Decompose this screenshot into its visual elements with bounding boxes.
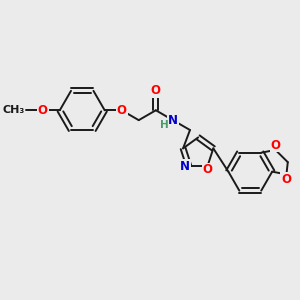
Text: O: O <box>202 164 212 176</box>
Text: O: O <box>38 104 48 117</box>
Text: O: O <box>117 104 127 117</box>
Text: O: O <box>151 84 161 97</box>
Text: H: H <box>160 120 169 130</box>
Text: CH₃: CH₃ <box>2 105 24 115</box>
Text: O: O <box>281 173 291 186</box>
Text: N: N <box>168 114 178 127</box>
Text: N: N <box>180 160 190 172</box>
Text: O: O <box>271 139 281 152</box>
